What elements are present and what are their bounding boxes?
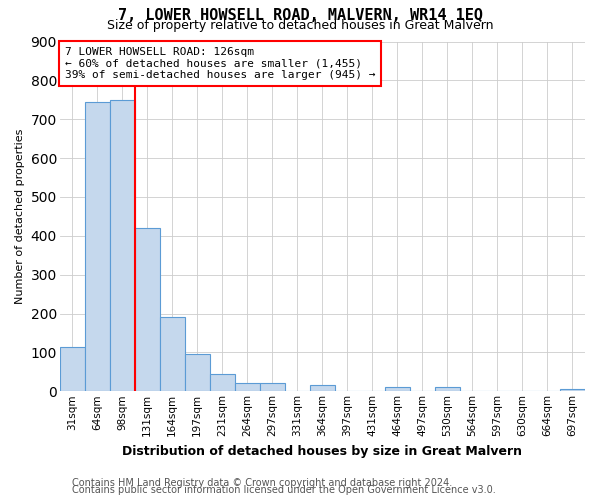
Bar: [110, 100, 135, 392]
Bar: [560, 390, 585, 392]
Bar: [185, 354, 210, 392]
Bar: [160, 318, 185, 392]
Y-axis label: Number of detached properties: Number of detached properties: [15, 128, 25, 304]
Bar: [135, 228, 160, 392]
Bar: [310, 386, 335, 392]
Bar: [85, 102, 110, 392]
Bar: [235, 382, 260, 392]
Bar: [210, 374, 235, 392]
Text: Size of property relative to detached houses in Great Malvern: Size of property relative to detached ho…: [107, 18, 493, 32]
Bar: [385, 386, 410, 392]
Text: Contains public sector information licensed under the Open Government Licence v3: Contains public sector information licen…: [72, 485, 496, 495]
X-axis label: Distribution of detached houses by size in Great Malvern: Distribution of detached houses by size …: [122, 444, 523, 458]
Bar: [260, 384, 285, 392]
Text: 7, LOWER HOWSELL ROAD, MALVERN, WR14 1EQ: 7, LOWER HOWSELL ROAD, MALVERN, WR14 1EQ: [118, 8, 482, 22]
Bar: [435, 386, 460, 392]
Text: 7 LOWER HOWSELL ROAD: 126sqm
← 60% of detached houses are smaller (1,455)
39% of: 7 LOWER HOWSELL ROAD: 126sqm ← 60% of de…: [65, 46, 376, 80]
Text: Contains HM Land Registry data © Crown copyright and database right 2024.: Contains HM Land Registry data © Crown c…: [72, 478, 452, 488]
Bar: [60, 348, 85, 392]
